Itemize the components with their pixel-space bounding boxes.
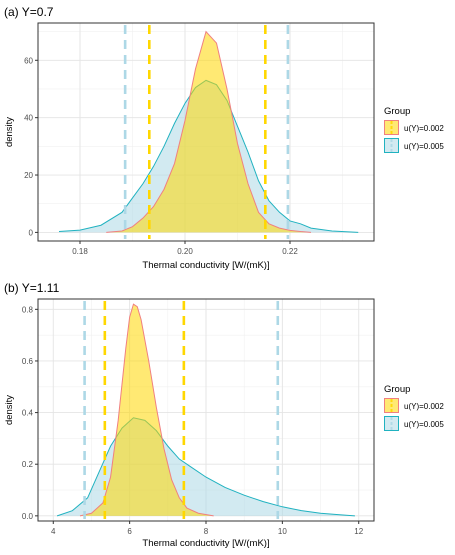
density-line-0	[106, 30, 312, 233]
density-area-0	[106, 31, 311, 233]
x-tick-label: 8	[204, 527, 209, 536]
x-tick-label: 0.18	[72, 247, 88, 256]
density-line-1	[56, 417, 355, 517]
x-tick-label: 4	[51, 527, 56, 536]
chart-title: (b) Y=1.11	[4, 281, 60, 295]
x-tick-label: 6	[127, 527, 132, 536]
legend-label: u(Y)=0.002	[404, 402, 444, 411]
legend-label: u(Y)=0.002	[404, 124, 444, 133]
x-tick-label: 0.22	[282, 247, 298, 256]
density-area-0	[80, 304, 214, 516]
chart-panel-b: (b) Y=1.11 4 6 8 10 12 0.0 0.2 0.4 0.6 0.8 Thermal …	[0, 275, 455, 550]
y-tick-label: 40	[24, 114, 33, 123]
chart-title: (a) Y=0.7	[4, 5, 54, 19]
y-tick-label: 0.8	[22, 305, 34, 314]
legend-label: u(Y)=0.005	[404, 420, 444, 429]
density-line-0	[79, 303, 214, 517]
legend-title: Group	[384, 106, 410, 117]
x-axis-label: Thermal conductivity [W/(mK)]	[142, 260, 269, 271]
y-tick-label: 0.4	[22, 409, 34, 418]
y-tick-label: 0.2	[22, 460, 34, 469]
y-axis-label: density	[4, 117, 15, 147]
x-tick-label: 12	[354, 527, 363, 536]
legend: Group u(Y)=0.002 u(Y)=0.005	[384, 106, 444, 153]
legend-label: u(Y)=0.005	[404, 142, 444, 151]
y-tick-label: 0	[29, 228, 34, 237]
y-tick-label: 0.0	[22, 512, 34, 521]
density-chart-a: (a) Y=0.7 0.18 0.20 0.22 0 20 40 60 Thermal cond…	[4, 5, 444, 271]
legend: Group u(Y)=0.002 u(Y)=0.005	[384, 384, 444, 431]
x-axis-label: Thermal conductivity [W/(mK)]	[142, 538, 269, 549]
chart-panel-a: (a) Y=0.7 0.18 0.20 0.22 0 20 40 60 Thermal cond…	[0, 0, 455, 275]
y-axis-label: density	[4, 395, 15, 425]
y-tick-label: 0.6	[22, 357, 34, 366]
x-tick-label: 10	[278, 527, 287, 536]
y-tick-label: 20	[24, 171, 33, 180]
density-chart-b: (b) Y=1.11 4 6 8 10 12 0.0 0.2 0.4 0.6 0.8 Thermal …	[4, 281, 444, 549]
plot-border	[37, 22, 375, 242]
y-tick-label: 60	[24, 56, 33, 65]
x-tick-label: 0.20	[177, 247, 193, 256]
legend-title: Group	[384, 384, 410, 395]
